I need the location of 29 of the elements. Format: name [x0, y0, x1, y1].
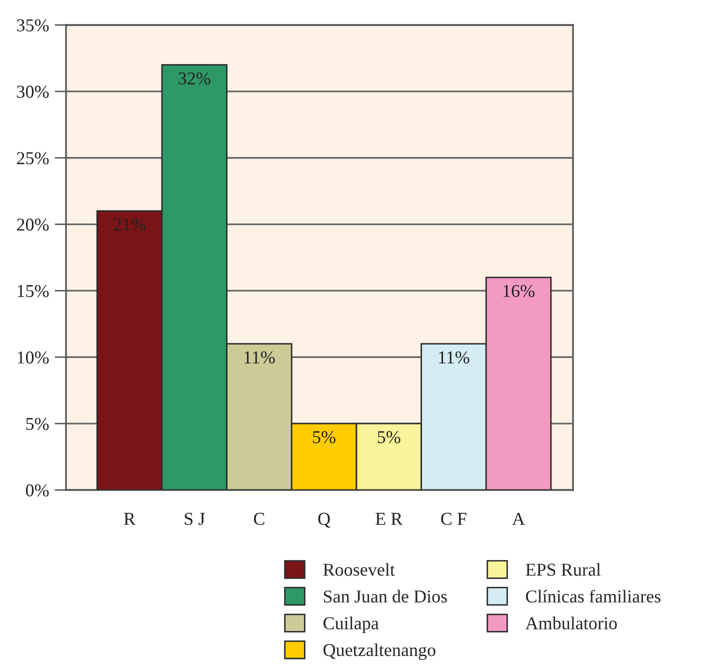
y-tick-label: 20% — [17, 218, 49, 231]
legend-label: Cuilapa — [323, 616, 379, 634]
legend-label: Quetzaltenango — [323, 643, 436, 660]
data-label: 11% — [244, 351, 275, 364]
legend-label: San Juan de Dios — [324, 590, 447, 603]
legend-label: Roosevelt — [323, 563, 395, 576]
legend-label: Ambulatorio — [525, 616, 617, 630]
data-label: 11% — [439, 351, 470, 364]
x-tick-label: C — [254, 512, 264, 525]
data-label: 16% — [504, 284, 534, 298]
data-label: 32% — [178, 72, 210, 85]
x-tick-label: Q — [318, 512, 330, 528]
y-tick-label: 25% — [17, 152, 49, 164]
y-tick-label: 0% — [26, 484, 49, 496]
data-label: 21% — [114, 218, 146, 231]
y-tick-label: 35% — [17, 19, 49, 32]
legend-label: EPS Rural — [526, 563, 601, 576]
x-tick-label: S J — [184, 512, 205, 525]
y-tick-label: 10% — [18, 351, 49, 364]
data-label: 5% — [378, 431, 400, 444]
legend-label: Clínicas familiares — [526, 590, 660, 603]
x-tick-label: A — [512, 512, 525, 525]
y-tick-label: 5% — [26, 418, 49, 430]
x-tick-label: E R — [376, 512, 403, 525]
x-tick-label: R — [124, 512, 136, 525]
y-tick-label: 15% — [18, 284, 49, 298]
y-tick-label: 30% — [17, 86, 49, 98]
data-label: 5% — [313, 431, 336, 444]
x-tick-label: C F — [441, 512, 466, 525]
